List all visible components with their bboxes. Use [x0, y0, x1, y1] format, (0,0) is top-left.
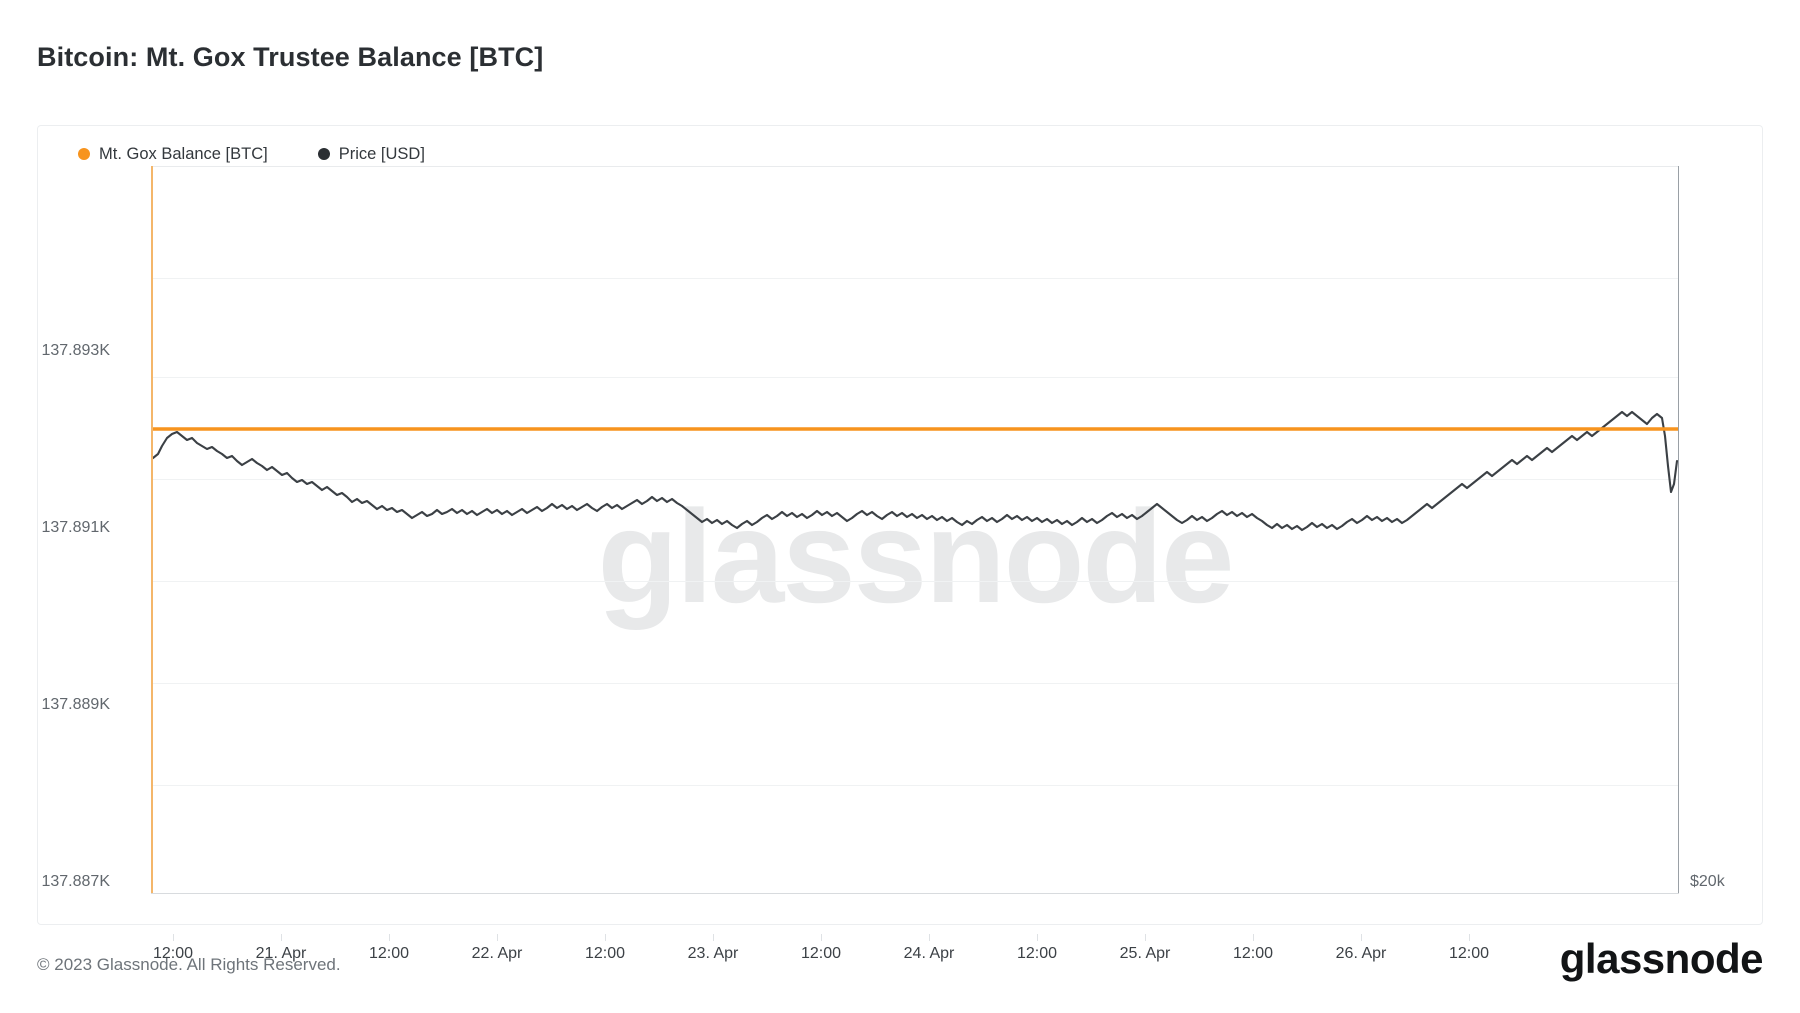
- chart-card: Mt. Gox Balance [BTC] Price [USD] 137.89…: [37, 125, 1763, 962]
- x-axis-spine: [151, 893, 1679, 894]
- x-axis-tick: [389, 934, 390, 941]
- x-axis-tick: [1361, 934, 1362, 941]
- y-axis-tick-label-2: 137.889K: [41, 696, 110, 713]
- x-axis-label-0: 12:00: [152, 945, 194, 962]
- x-axis-label-1: 21. Apr: [255, 945, 307, 962]
- y-axis-tick-label-1: 137.891K: [41, 519, 110, 536]
- x-axis-label-3: 22. Apr: [471, 945, 523, 962]
- balance-series-line: [151, 427, 1679, 431]
- gridline: [151, 581, 1679, 582]
- gridline: [151, 278, 1679, 279]
- watermark-glassnode: glassnode: [597, 483, 1235, 630]
- x-axis-tick: [1253, 934, 1254, 941]
- gridline: [151, 377, 1679, 378]
- x-axis-label-11: 26. Apr: [1335, 945, 1387, 962]
- x-axis-label-7: 24. Apr: [903, 945, 955, 962]
- x-axis-tick: [173, 934, 174, 941]
- x-axis-label-6: 12:00: [800, 945, 842, 962]
- price-series-line: [151, 410, 1679, 532]
- y-axis-tick-label-3: 137.887K: [41, 873, 110, 890]
- chart-legend: Mt. Gox Balance [BTC] Price [USD]: [78, 143, 425, 165]
- x-axis-label-5: 23. Apr: [687, 945, 739, 962]
- x-axis-tick: [929, 934, 930, 941]
- x-axis-label-9: 25. Apr: [1119, 945, 1171, 962]
- x-axis-label-8: 12:00: [1016, 945, 1058, 962]
- page-title: Bitcoin: Mt. Gox Trustee Balance [BTC]: [37, 42, 544, 72]
- legend-label-price: Price [USD]: [338, 144, 425, 163]
- gridline: [151, 479, 1679, 480]
- y-axis-right-tick-label-0: $20k: [1690, 873, 1725, 890]
- legend-item-price[interactable]: Price [USD]: [317, 144, 425, 164]
- x-axis-tick: [605, 934, 606, 941]
- x-axis-tick: [1037, 934, 1038, 941]
- gridline: [151, 683, 1679, 684]
- plot-top-border: [151, 166, 1679, 167]
- y-axis-left-spine: [151, 166, 153, 894]
- x-axis-label-4: 12:00: [584, 945, 626, 962]
- legend-dot-balance-icon: [78, 148, 90, 160]
- legend-item-balance[interactable]: Mt. Gox Balance [BTC]: [78, 145, 268, 164]
- plot-wrapper: glassnode: [151, 166, 1679, 962]
- x-axis-tick: [821, 934, 822, 941]
- y-axis-right-spine: [1678, 166, 1679, 894]
- footer-logo-glassnode: glassnode: [1559, 935, 1764, 982]
- footer-copyright: © 2023 Glassnode. All Rights Reserved.: [37, 955, 341, 974]
- gridline: [151, 785, 1679, 786]
- x-axis-label-10: 12:00: [1232, 945, 1274, 962]
- plot-area: glassnode: [151, 166, 1679, 894]
- x-axis-label-2: 12:00: [368, 945, 410, 962]
- legend-label-balance: Mt. Gox Balance [BTC]: [99, 144, 268, 163]
- x-axis-tick: [497, 934, 498, 941]
- legend-dot-price-icon: [317, 148, 330, 160]
- x-axis-label-12: 12:00: [1448, 945, 1490, 962]
- x-axis-tick: [281, 934, 282, 941]
- x-axis-tick: [1469, 934, 1470, 941]
- y-axis-tick-label-0: 137.893K: [41, 342, 110, 359]
- x-axis-tick: [713, 934, 714, 941]
- x-axis-tick: [1145, 934, 1146, 941]
